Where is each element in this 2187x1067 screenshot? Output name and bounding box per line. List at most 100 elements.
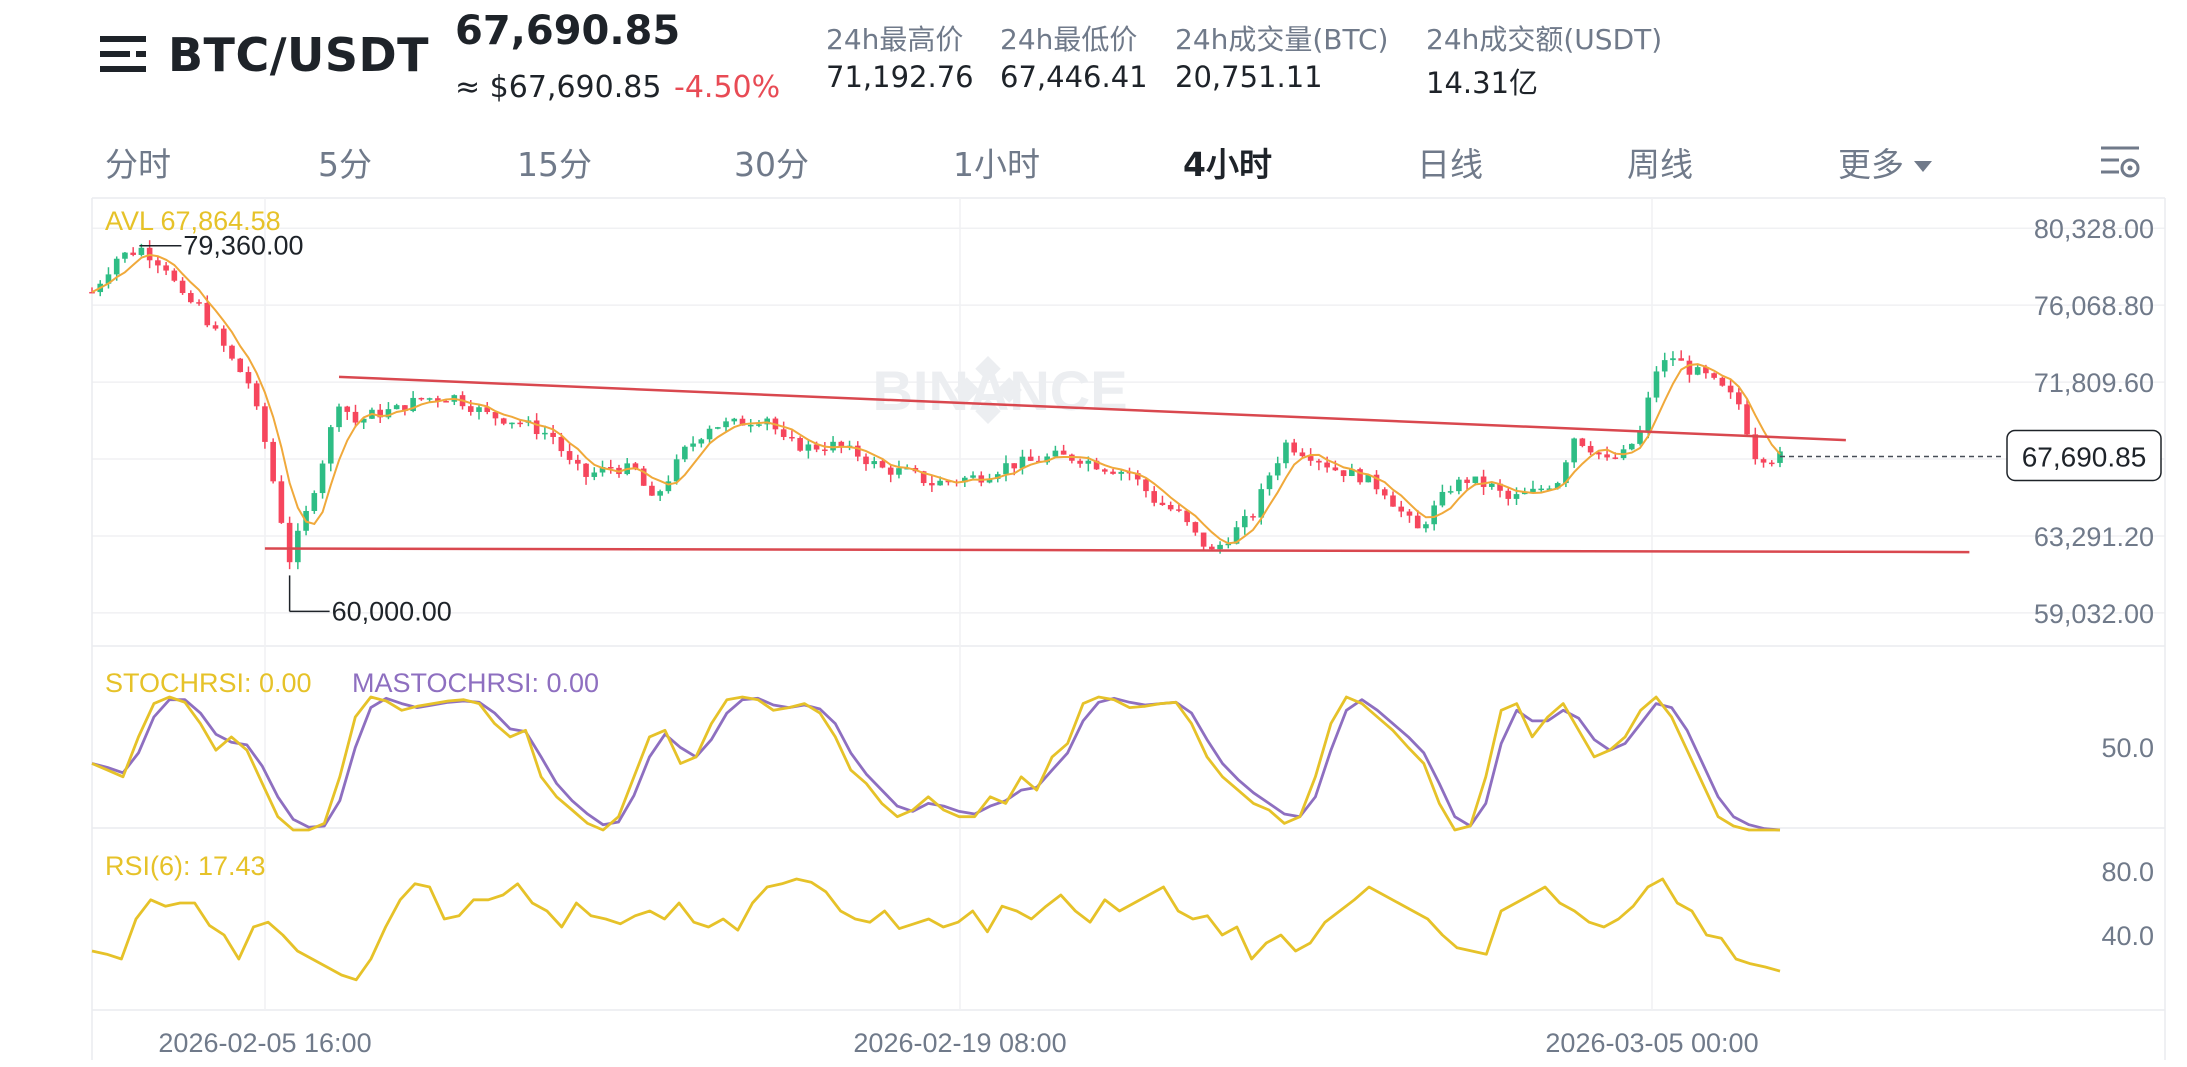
candle-body: [1274, 463, 1281, 476]
time-tick-label: 2026-02-05 16:00: [158, 1028, 371, 1058]
candle-body: [319, 463, 326, 494]
candle-body: [196, 302, 202, 304]
candle-body: [1291, 442, 1297, 453]
candle-body: [500, 418, 507, 424]
stat-24h-high-value: 71,192.76: [826, 60, 974, 94]
candle-body: [962, 477, 968, 483]
candle-body: [1637, 431, 1643, 444]
candle-body: [1192, 522, 1199, 533]
candle-body: [822, 449, 828, 452]
candle-body: [385, 409, 392, 418]
stat-24h-volume-value: 20,751.11: [1175, 60, 1323, 94]
candle-body: [270, 441, 276, 482]
candle-body: [1283, 442, 1289, 464]
candle-body: [1390, 495, 1396, 507]
candle-body: [1703, 367, 1709, 374]
candle-body: [1612, 457, 1619, 459]
candle-body: [887, 467, 894, 475]
candle-body: [1752, 434, 1759, 460]
candle-body: [607, 467, 614, 469]
candle-body: [1373, 474, 1380, 490]
low-price-label: 60,000.00: [332, 596, 452, 626]
candle-body: [122, 252, 128, 259]
candle-body: [1118, 471, 1125, 474]
candle-body: [1604, 454, 1610, 458]
candle-body: [599, 467, 606, 473]
tab-1h[interactable]: 1小时: [953, 145, 1040, 184]
candle-body: [1398, 506, 1405, 512]
tab-1w[interactable]: 周线: [1627, 145, 1693, 184]
rsi-label: RSI(6): 17.43: [105, 851, 266, 881]
candle-body: [575, 459, 581, 464]
candle-body: [1299, 452, 1306, 457]
trendline: [338, 375, 1846, 442]
price-change-percent: -4.50%: [674, 70, 781, 105]
chart-settings-icon[interactable]: [2099, 140, 2141, 182]
candle-body: [1686, 360, 1693, 375]
candle-body: [1727, 385, 1734, 393]
candle-body: [780, 429, 787, 437]
rsi-tick-label: 40.0: [2101, 921, 2154, 951]
candle-body: [1167, 504, 1174, 510]
candle-body: [1003, 463, 1009, 475]
candle-body: [994, 474, 1001, 479]
candle-body: [1521, 492, 1528, 495]
candle-body: [1365, 474, 1372, 483]
candle-body: [336, 406, 342, 428]
stat-24h-high-label: 24h最高价: [826, 23, 964, 56]
candle-body: [542, 432, 548, 435]
candle-body: [509, 422, 515, 425]
candle-body: [1381, 489, 1388, 496]
candle-body: [476, 407, 482, 412]
candle-body: [1085, 460, 1092, 464]
candle-body: [113, 258, 120, 275]
candle-body: [986, 478, 993, 483]
trendlines: [264, 375, 1970, 554]
tab-timeline[interactable]: 分时: [105, 145, 171, 184]
menu-logo-icon[interactable]: [100, 34, 146, 74]
candle-body: [1736, 392, 1742, 405]
candle-body: [1472, 476, 1479, 483]
high-price-label: 79,360.00: [183, 231, 303, 261]
candle-body: [1241, 516, 1248, 528]
time-tick-label: 2026-03-05 00:00: [1545, 1028, 1758, 1058]
candle-body: [1456, 479, 1462, 492]
candle-body: [550, 432, 556, 437]
price-tick-label: 59,032.00: [2034, 599, 2154, 629]
candle-body: [1027, 456, 1034, 461]
candle-body: [410, 397, 416, 412]
candle-body: [171, 270, 178, 281]
candle-body: [854, 445, 861, 457]
candle-body: [1209, 546, 1215, 550]
mastochrsi-line: [91, 696, 1781, 832]
approx-usd-price: ≈ $67,690.85: [455, 70, 662, 105]
price-axis: 80,328.00 76,068.80 71,809.60 63,291.20 59,0…: [1780, 214, 2162, 629]
candle-body: [583, 463, 589, 477]
candle-body: [1093, 460, 1100, 470]
candle-body: [188, 293, 194, 303]
candle-body: [1530, 488, 1536, 493]
price-tick-label: 76,068.80: [2034, 291, 2154, 321]
tab-4h[interactable]: 4小时: [1183, 145, 1272, 184]
tab-30m[interactable]: 30分: [734, 145, 809, 184]
candle-body: [1497, 483, 1503, 491]
price-tick-label: 63,291.20: [2034, 522, 2154, 552]
tab-more-label: 更多: [1838, 145, 1904, 184]
trading-pair[interactable]: BTC/USDT: [168, 28, 430, 82]
candle-body: [517, 422, 523, 425]
tab-15m[interactable]: 15分: [517, 145, 592, 184]
candle-body: [360, 418, 367, 423]
candle-body: [1060, 450, 1067, 455]
candle-body: [163, 265, 169, 271]
tab-more[interactable]: 更多: [1838, 138, 1932, 186]
mastochrsi-label: MASTOCHRSI: 0.00: [352, 668, 599, 698]
tab-5m[interactable]: 5分: [318, 145, 372, 184]
time-axis: 2026-02-05 16:00 2026-02-19 08:00 2026-03-…: [158, 1028, 1758, 1058]
candle-body: [237, 358, 244, 373]
tab-1d[interactable]: 日线: [1417, 145, 1483, 184]
candle-body: [830, 441, 836, 451]
candle-body: [1423, 524, 1429, 529]
candle-body: [402, 405, 408, 412]
candle-body: [467, 406, 474, 412]
